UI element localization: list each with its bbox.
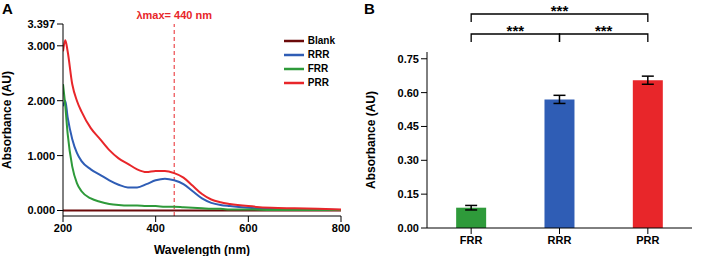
svg-text:0.15: 0.15 bbox=[398, 188, 419, 200]
html-text:B: B bbox=[364, 0, 375, 17]
svg-text:0.00: 0.00 bbox=[398, 222, 419, 234]
html-text:RRR: RRR bbox=[307, 49, 330, 60]
svg-text:0.000: 0.000 bbox=[27, 204, 55, 216]
html-text:FRR: FRR bbox=[307, 63, 329, 74]
svg-text:3.397: 3.397 bbox=[27, 18, 55, 30]
svg-text:1.000: 1.000 bbox=[27, 150, 55, 162]
svg-text:0.45: 0.45 bbox=[398, 120, 419, 132]
svg-text:***: *** bbox=[551, 2, 569, 19]
svg-text:2.000: 2.000 bbox=[27, 95, 55, 107]
svg-text:***: *** bbox=[595, 22, 613, 39]
svg-text:RRR: RRR bbox=[548, 234, 572, 246]
svg-text:3.000: 3.000 bbox=[27, 40, 55, 52]
svg-text:Absorbance (AU): Absorbance (AU) bbox=[8, 71, 14, 169]
svg-text:FRR: FRR bbox=[460, 234, 483, 246]
svg-text:800: 800 bbox=[332, 222, 350, 234]
html-text:PRR: PRR bbox=[307, 77, 329, 88]
svg-text:Wavelength (nm): Wavelength (nm) bbox=[154, 243, 250, 256]
svg-text:400: 400 bbox=[146, 222, 164, 234]
svg-text:***: *** bbox=[507, 22, 525, 39]
svg-text:Absorbance (AU): Absorbance (AU) bbox=[364, 91, 378, 189]
svg-text:PRR: PRR bbox=[636, 234, 659, 246]
svg-text:0.75: 0.75 bbox=[398, 53, 419, 65]
svg-text:0.30: 0.30 bbox=[398, 154, 419, 166]
html-text:A: A bbox=[2, 0, 13, 17]
svg-text:200: 200 bbox=[54, 222, 72, 234]
svg-text:λmax= 440 nm: λmax= 440 nm bbox=[136, 9, 212, 21]
html-text:Blank: Blank bbox=[307, 35, 335, 46]
svg-text:0.60: 0.60 bbox=[398, 87, 419, 99]
svg-text:600: 600 bbox=[239, 222, 257, 234]
